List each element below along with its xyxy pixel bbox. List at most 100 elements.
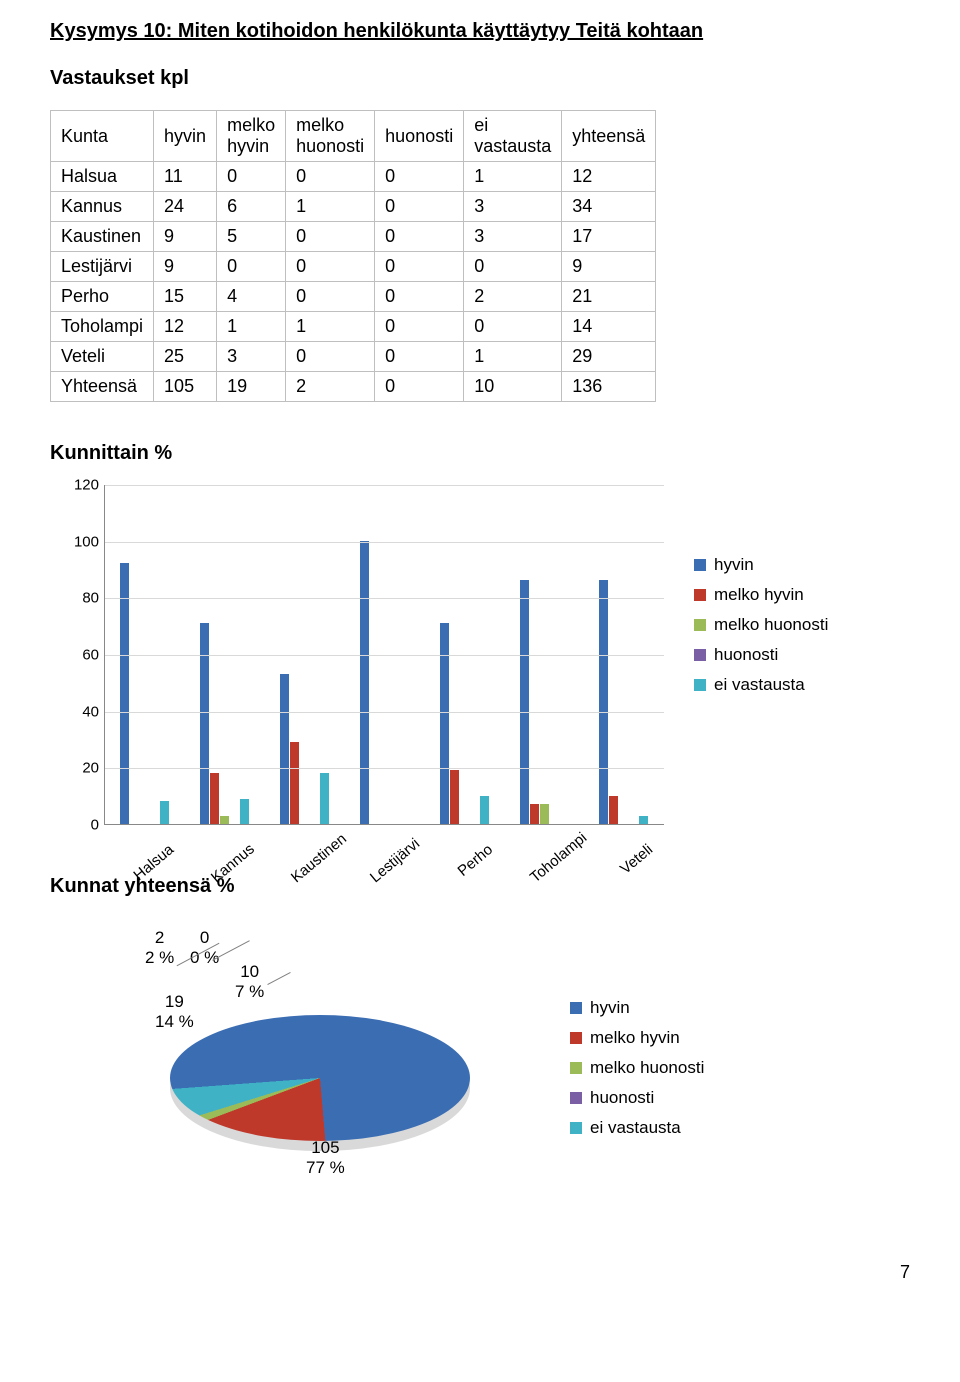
table-cell: 0 bbox=[375, 162, 464, 192]
table-cell: 6 bbox=[217, 192, 286, 222]
bar bbox=[440, 623, 449, 824]
table-cell: 11 bbox=[154, 162, 217, 192]
table-cell: 3 bbox=[464, 222, 562, 252]
legend-label: ei vastausta bbox=[714, 675, 805, 695]
bar bbox=[220, 816, 229, 825]
table-cell: 0 bbox=[286, 282, 375, 312]
table-cell: Kaustinen bbox=[51, 222, 154, 252]
table-cell: 136 bbox=[562, 372, 656, 402]
table-row: Kannus24610334 bbox=[51, 192, 656, 222]
table-cell: 29 bbox=[562, 342, 656, 372]
table-cell: Kannus bbox=[51, 192, 154, 222]
table-cell: 19 bbox=[217, 372, 286, 402]
table-cell: 0 bbox=[286, 162, 375, 192]
legend-label: melko huonosti bbox=[714, 615, 828, 635]
y-axis-label: 60 bbox=[61, 647, 99, 664]
bar bbox=[360, 541, 369, 824]
y-axis-label: 120 bbox=[61, 477, 99, 494]
legend-item: melko huonosti bbox=[570, 1058, 704, 1078]
pie-chart-legend: hyvin melko hyvin melko huonosti huonosti ei… bbox=[570, 998, 704, 1148]
table-cell: 2 bbox=[286, 372, 375, 402]
legend-swatch bbox=[570, 1002, 582, 1014]
table-header: yhteensä bbox=[562, 111, 656, 162]
table-header: melkohyvin bbox=[217, 111, 286, 162]
legend-item: huonosti bbox=[570, 1088, 704, 1108]
bar-chart: HalsuaKannusKaustinenLestijärviPerhoToho… bbox=[104, 485, 664, 825]
legend-label: hyvin bbox=[590, 998, 630, 1018]
page-number: 7 bbox=[50, 1262, 910, 1283]
totals-heading: Kunnat yhteensä % bbox=[50, 875, 910, 898]
bar-group bbox=[599, 580, 648, 824]
bar bbox=[290, 742, 299, 824]
legend-label: melko hyvin bbox=[590, 1028, 680, 1048]
table-cell: Perho bbox=[51, 282, 154, 312]
table-row: Lestijärvi900009 bbox=[51, 252, 656, 282]
legend-label: huonosti bbox=[714, 645, 778, 665]
table-cell: 10 bbox=[464, 372, 562, 402]
table-cell: 105 bbox=[154, 372, 217, 402]
bar-group bbox=[440, 623, 489, 824]
table-cell: 0 bbox=[375, 222, 464, 252]
question-title: Kysymys 10: Miten kotihoidon henkilökunt… bbox=[50, 20, 910, 43]
bar-chart-legend: hyvin melko hyvin melko huonosti huonosti ei… bbox=[694, 555, 828, 705]
table-cell: 17 bbox=[562, 222, 656, 252]
bar bbox=[320, 773, 329, 824]
legend-swatch bbox=[694, 649, 706, 661]
table-cell: 0 bbox=[375, 372, 464, 402]
legend-swatch bbox=[570, 1092, 582, 1104]
table-cell: 5 bbox=[217, 222, 286, 252]
legend-item: melko huonosti bbox=[694, 615, 828, 635]
legend-swatch bbox=[694, 619, 706, 631]
bar bbox=[480, 796, 489, 824]
bar-group bbox=[280, 674, 329, 824]
legend-swatch bbox=[694, 559, 706, 571]
table-cell: 1 bbox=[464, 342, 562, 372]
responses-table: Kuntahyvinmelkohyvinmelkohuonostihuonost… bbox=[50, 110, 656, 402]
table-cell: 3 bbox=[464, 192, 562, 222]
y-axis-label: 40 bbox=[61, 703, 99, 720]
pie-chart: 22 %00 %107 %1914 %10577 % bbox=[50, 918, 570, 1238]
bar bbox=[240, 799, 249, 825]
table-cell: 9 bbox=[154, 222, 217, 252]
y-axis-label: 0 bbox=[61, 817, 99, 834]
legend-label: hyvin bbox=[714, 555, 754, 575]
legend-swatch bbox=[570, 1062, 582, 1074]
bar-group bbox=[120, 563, 169, 824]
y-axis-label: 80 bbox=[61, 590, 99, 607]
table-cell: 2 bbox=[464, 282, 562, 312]
table-cell: 9 bbox=[562, 252, 656, 282]
table-cell: 34 bbox=[562, 192, 656, 222]
legend-label: melko hyvin bbox=[714, 585, 804, 605]
by-municipality-heading: Kunnittain % bbox=[50, 442, 910, 465]
pie-slice-label: 1914 % bbox=[155, 992, 194, 1033]
table-cell: 12 bbox=[562, 162, 656, 192]
bar bbox=[200, 623, 209, 824]
table-cell: Halsua bbox=[51, 162, 154, 192]
table-cell: 14 bbox=[562, 312, 656, 342]
bar-chart-container: HalsuaKannusKaustinenLestijärviPerhoToho… bbox=[50, 485, 910, 825]
table-row: Kaustinen9500317 bbox=[51, 222, 656, 252]
bar bbox=[520, 580, 529, 824]
table-cell: 0 bbox=[286, 222, 375, 252]
table-cell: 9 bbox=[154, 252, 217, 282]
table-cell: 1 bbox=[217, 312, 286, 342]
table-cell: Lestijärvi bbox=[51, 252, 154, 282]
bar bbox=[639, 816, 648, 825]
legend-label: huonosti bbox=[590, 1088, 654, 1108]
legend-item: hyvin bbox=[570, 998, 704, 1018]
table-cell: 0 bbox=[375, 312, 464, 342]
bar bbox=[280, 674, 289, 824]
legend-item: huonosti bbox=[694, 645, 828, 665]
pie-slice-label: 00 % bbox=[190, 928, 219, 969]
legend-item: hyvin bbox=[694, 555, 828, 575]
legend-item: ei vastausta bbox=[570, 1118, 704, 1138]
table-row: Halsua11000112 bbox=[51, 162, 656, 192]
pie-slice-label: 22 % bbox=[145, 928, 174, 969]
table-cell: 3 bbox=[217, 342, 286, 372]
legend-swatch bbox=[694, 589, 706, 601]
table-cell: 0 bbox=[375, 252, 464, 282]
table-header: Kunta bbox=[51, 111, 154, 162]
bar bbox=[450, 770, 459, 824]
table-row: Yhteensä105192010136 bbox=[51, 372, 656, 402]
table-cell: 12 bbox=[154, 312, 217, 342]
